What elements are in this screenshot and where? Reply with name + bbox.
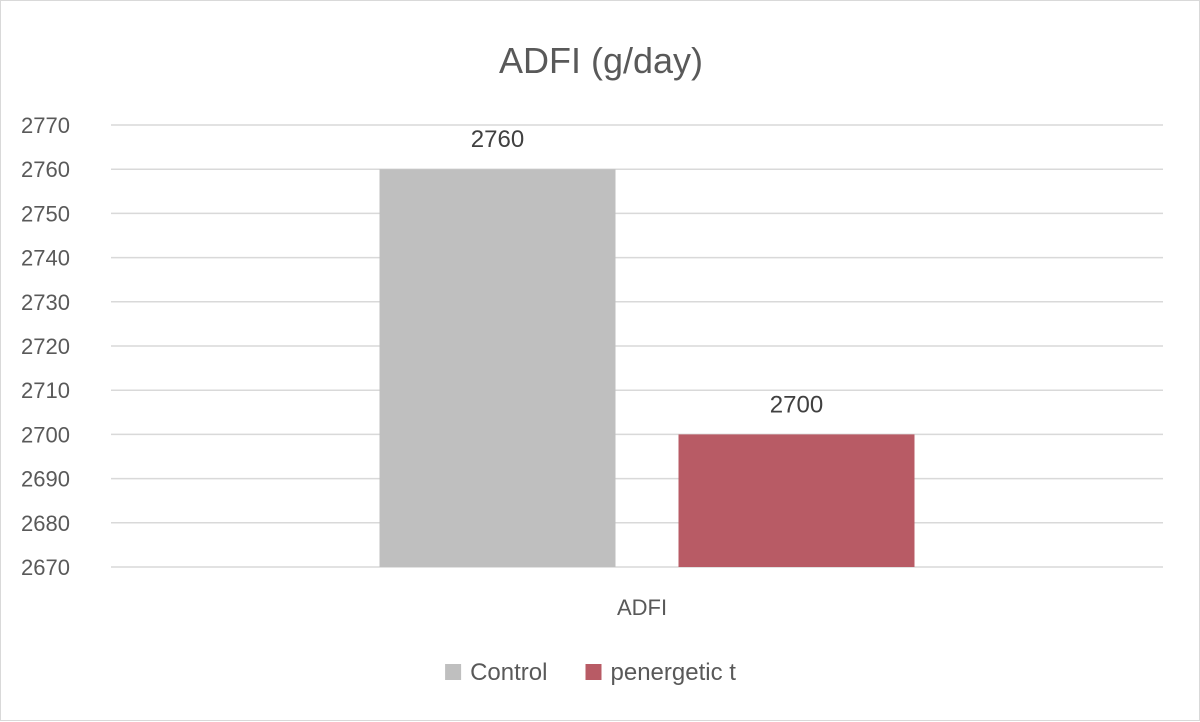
y-tick-label: 2720 xyxy=(21,334,70,359)
y-tick-label: 2680 xyxy=(21,511,70,536)
y-tick-label: 2710 xyxy=(21,378,70,403)
y-tick-label: 2770 xyxy=(21,113,70,138)
data-label: 2760 xyxy=(471,126,524,153)
x-axis-categories: ADFI xyxy=(617,595,667,620)
legend: Control penergetic t xyxy=(445,659,736,686)
legend-label: Control xyxy=(470,659,547,686)
legend-swatch xyxy=(585,664,602,680)
data-labels: 2760 2700 xyxy=(471,126,823,418)
y-axis-ticks: 2670 2680 2690 2700 2710 2720 2730 2740 2750 2760… xyxy=(21,113,70,580)
bar xyxy=(379,169,616,567)
gridlines xyxy=(111,124,1163,568)
bars xyxy=(379,169,915,567)
bar xyxy=(678,434,915,567)
y-tick-label: 2700 xyxy=(21,422,70,447)
data-label: 2700 xyxy=(770,391,823,418)
legend-label: penergetic t xyxy=(611,659,737,686)
y-tick-label: 2760 xyxy=(21,157,70,182)
chart-title: ADFI (g/day) xyxy=(499,40,703,81)
y-tick-label: 2670 xyxy=(21,555,70,580)
y-tick-label: 2740 xyxy=(21,246,70,271)
x-category-label: ADFI xyxy=(617,595,667,620)
legend-swatch xyxy=(445,664,462,680)
y-tick-label: 2750 xyxy=(21,201,70,226)
y-tick-label: 2690 xyxy=(21,467,70,492)
y-tick-label: 2730 xyxy=(21,290,70,315)
